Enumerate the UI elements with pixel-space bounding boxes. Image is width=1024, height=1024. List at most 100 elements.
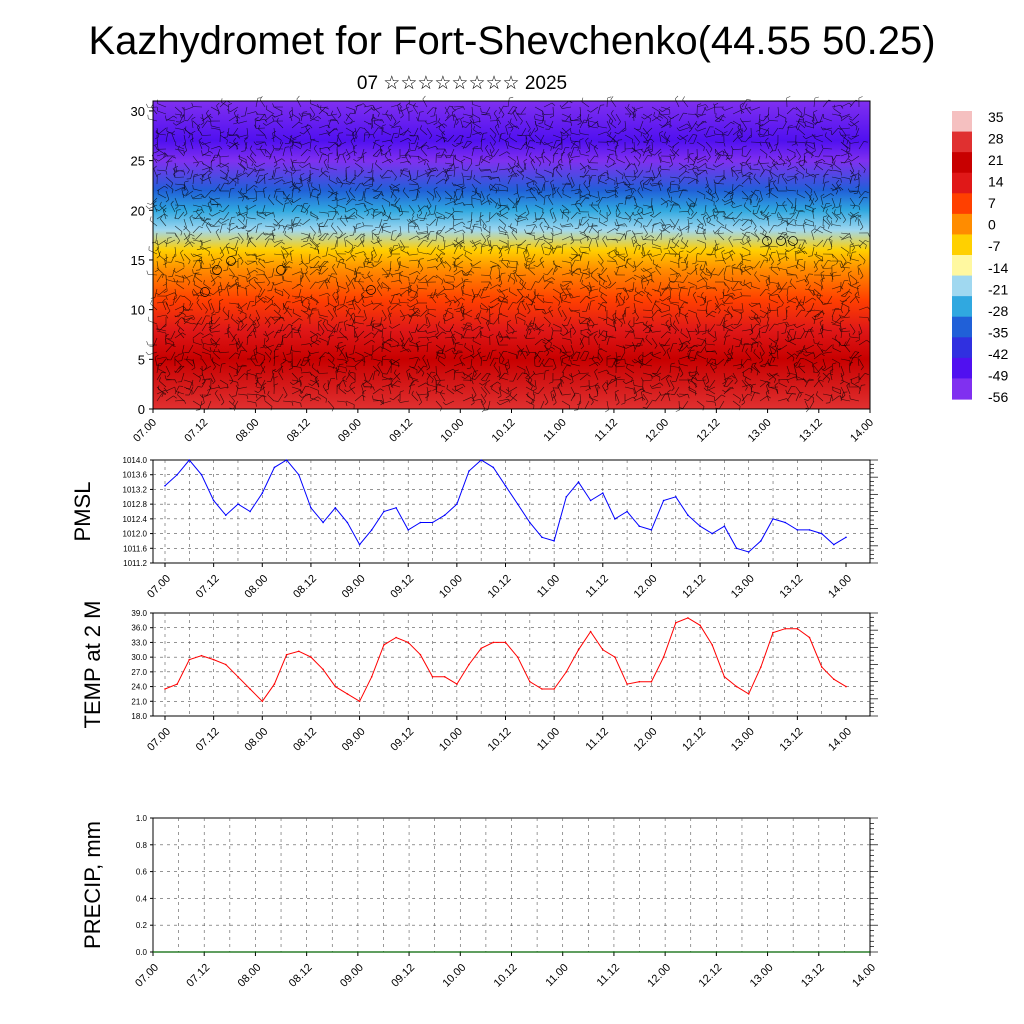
wind-barb [509,136,518,143]
wind-barb [658,154,662,164]
wind-barb-flag [847,136,852,140]
wind-barb [220,155,230,158]
wind-barb-flag [858,191,861,196]
wind-barb-flag [711,196,714,201]
wind-barb [412,106,419,115]
wind-barb [707,192,716,199]
wind-barb [633,155,641,163]
wind-barb-flag [684,140,687,145]
wind-barb [426,107,434,115]
wind-barb [345,112,351,122]
wind-barb-flag [154,136,159,140]
wind-barb [717,176,725,184]
wind-barb-flag [454,154,456,159]
wind-barb-flag [253,185,258,188]
wind-barb [803,106,806,116]
wind-barb-flag [409,175,412,180]
wind-barb-flag [776,187,779,192]
wind-barb [273,134,282,141]
wind-barb [539,134,545,144]
wind-barb-flag [839,131,842,136]
wind-barb [372,127,379,136]
wind-barb-flag [206,109,209,114]
wind-barb-flag [461,172,464,177]
wind-barb-flag [686,123,691,127]
wind-barb [246,127,249,137]
wind-barb-flag [802,174,804,179]
wind-barb [435,154,445,157]
wind-barb [272,133,275,143]
wind-barb [498,183,508,188]
wind-barb-flag [374,119,376,124]
wind-barb [610,134,617,143]
wind-barb [651,182,661,185]
wind-barb [803,153,806,164]
wind-barb [372,140,376,150]
wind-barb-flag [627,184,631,188]
wind-barb-flag [240,188,243,193]
wind-barb [714,175,724,178]
wind-barb [541,154,545,164]
wind-barb [228,177,236,185]
wind-barb [624,176,631,185]
wind-barb [173,167,176,178]
wind-barb [256,162,266,168]
wind-barb-flag [459,135,464,138]
wind-barb [543,181,546,192]
wind-barb [237,172,247,178]
wind-barb-flag [651,178,656,182]
wind-barb-flag [549,115,554,118]
wind-barb-flag [362,151,367,155]
wind-barb [264,174,266,185]
wind-barb-flag [738,136,743,139]
wind-barb-flag [542,110,545,115]
wind-barb-flag [336,120,339,125]
wind-barb [833,164,842,171]
wind-barb [420,128,428,136]
wind-barb-flag [685,170,690,174]
wind-barb [618,127,626,135]
wind-barb [414,134,419,144]
wind-barb-flag [411,199,417,201]
wind-barb [696,141,705,148]
wind-barb-flag [711,192,716,195]
wind-barb-flag [462,106,465,110]
wind-barb [593,147,599,157]
wind-barb [508,145,518,150]
wind-barb [714,127,723,133]
wind-barb-flag [840,105,844,109]
wind-barb [435,113,438,123]
wind-barb-flag [473,125,475,130]
wind-barb-flag [150,299,153,304]
wind-barb [445,169,455,172]
wind-barb-flag [199,141,203,145]
wind-barb-flag [481,138,486,141]
wind-barb [831,155,834,165]
wind-barb [550,182,554,192]
wind-barb [726,156,734,164]
wind-barb [804,183,813,190]
wind-barb-flag [512,106,517,108]
wind-barb-flag [453,164,455,169]
wind-barb [714,154,720,164]
wind-barb-flag [659,130,664,134]
wind-barb-flag [452,109,456,113]
wind-barb-flag [390,115,393,120]
wind-barb [706,134,716,138]
wind-barb [372,193,382,199]
wind-barb [392,183,401,189]
wind-barb-flag [424,120,428,125]
wind-barb [414,141,419,151]
wind-barb [840,127,847,136]
wind-barb [562,193,572,199]
wind-barb [698,169,707,175]
wind-barb-flag [328,175,330,180]
wind-barb-flag [659,115,663,119]
wind-barb-flag [384,152,388,157]
wind-barb [850,134,860,140]
wind-barb [489,141,495,151]
wind-barb-flag [307,179,312,183]
wind-barb [156,127,159,137]
wind-barb [337,141,347,147]
wind-barb [237,190,245,198]
